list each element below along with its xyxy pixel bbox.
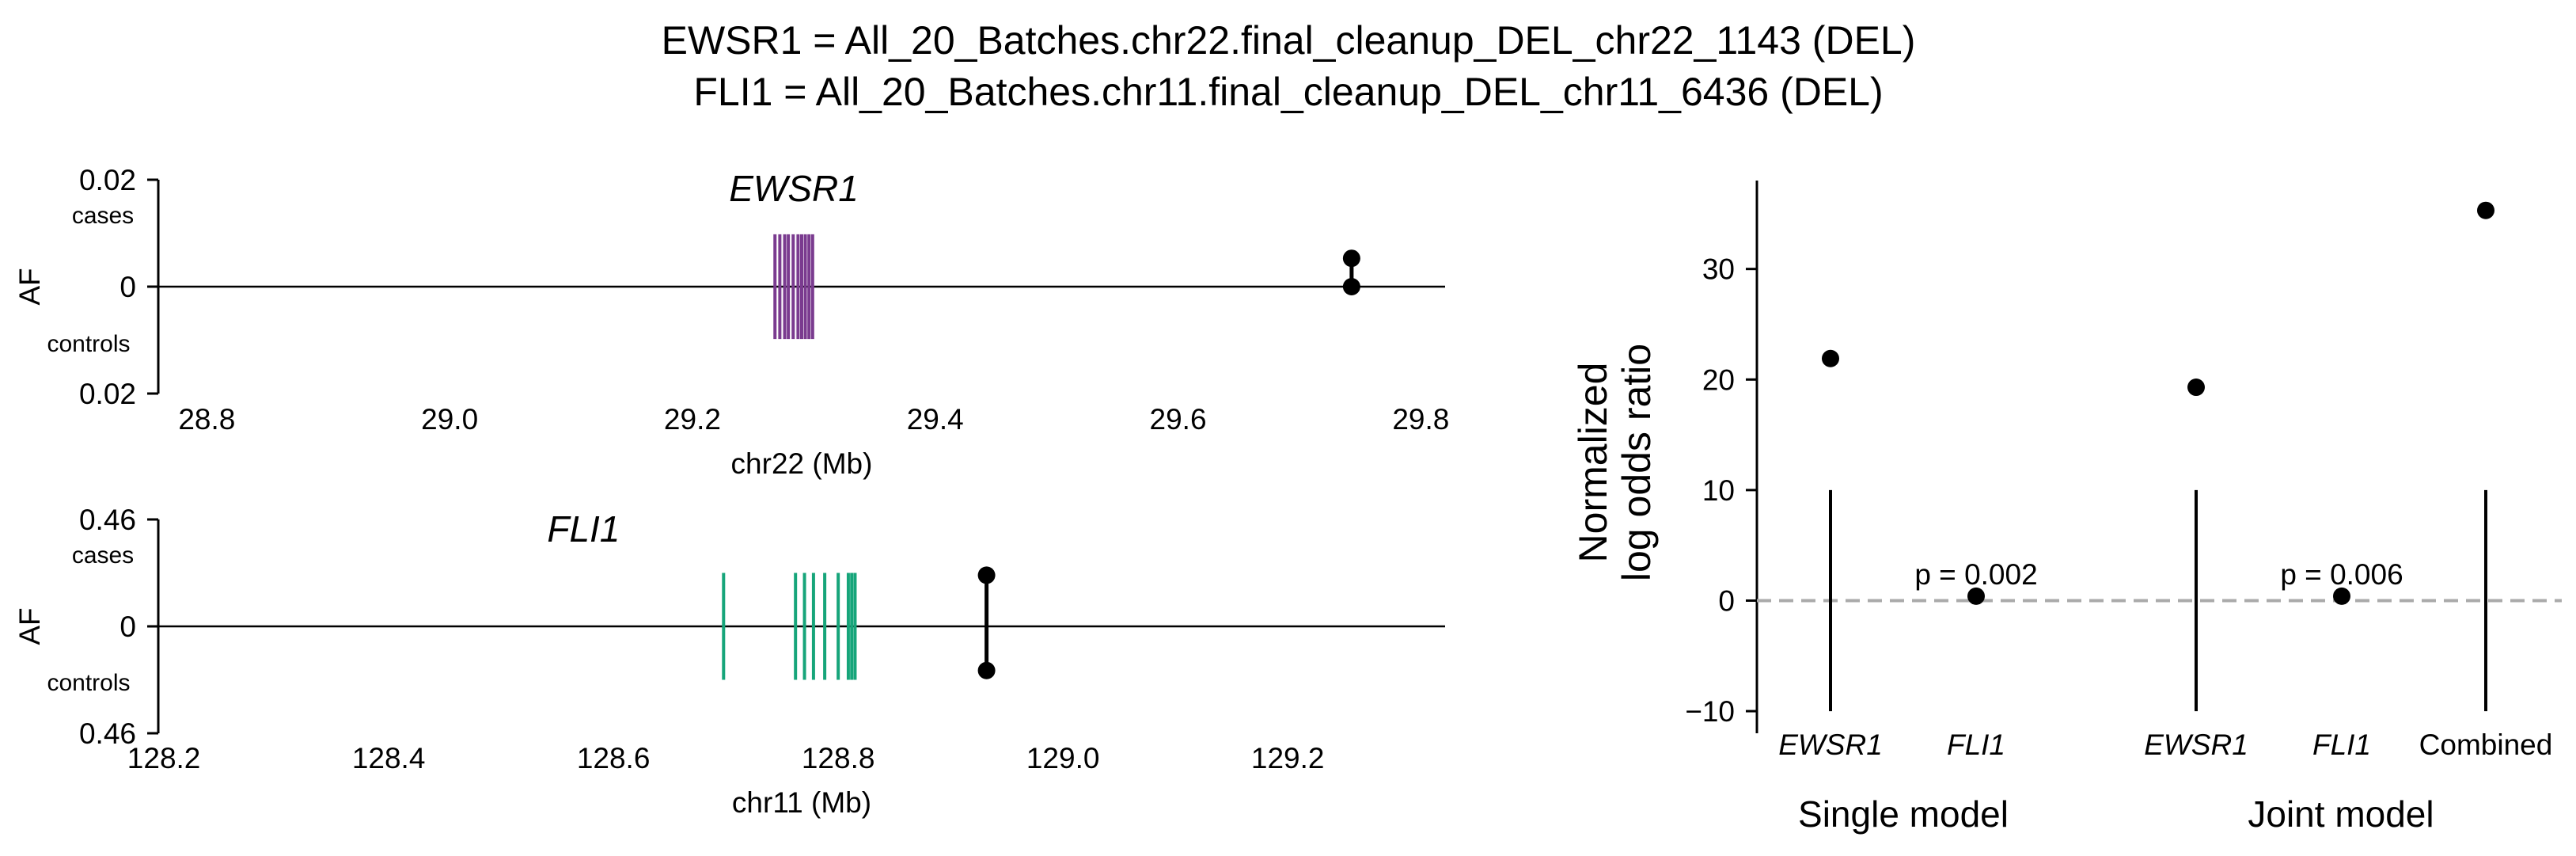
title-line-1: EWSR1 = All_20_Batches.chr22.final_clean…	[662, 18, 1916, 63]
cases-label: cases	[72, 203, 134, 229]
x-tick-label: 128.4	[352, 742, 426, 774]
y-tick-label: 0	[120, 271, 136, 303]
category-label: FLI1	[1947, 729, 2005, 761]
x-axis-label: chr22 (Mb)	[731, 447, 873, 480]
group-label: Joint model	[2248, 793, 2434, 835]
y-tick-label: −10	[1685, 695, 1735, 728]
title-line-2: FLI1 = All_20_Batches.chr11.final_cleanu…	[693, 70, 1883, 114]
y-tick-label: 10	[1702, 474, 1735, 507]
y-tick-label: 30	[1702, 253, 1735, 286]
p-value-label: p = 0.006	[2280, 558, 2403, 591]
x-tick-label: 29.0	[421, 403, 478, 436]
category-label: Combined	[2419, 729, 2553, 761]
odds-ratio-point	[1967, 587, 1985, 605]
y-axis-label-line-1: Normalized	[1571, 363, 1615, 563]
x-tick-label: 29.8	[1392, 403, 1449, 436]
y-tick-label: 0.02	[79, 378, 136, 410]
y-tick-label: 0.46	[79, 504, 136, 536]
variant-cases-point	[1342, 249, 1360, 268]
x-axis-label: chr11 (Mb)	[732, 786, 871, 819]
gene-name-label: EWSR1	[729, 168, 859, 209]
x-tick-label: 28.8	[178, 403, 235, 436]
p-value-label: p = 0.002	[1914, 558, 2037, 591]
gene-name-label: FLI1	[547, 508, 620, 550]
y-axis-label-line-2: log odds ratio	[1614, 344, 1659, 581]
variant-controls-point	[977, 661, 996, 679]
controls-label: controls	[47, 331, 130, 357]
x-tick-label: 29.6	[1150, 403, 1207, 436]
group-label: Single model	[1798, 793, 2009, 835]
y-tick-label: 0.02	[79, 164, 136, 196]
x-tick-label: 129.2	[1251, 742, 1325, 774]
odds-ratio-panel: −10 0 10 20 30 Normalized log odds ratio p = 0.…	[1571, 181, 2562, 835]
odds-ratio-point	[2477, 201, 2494, 219]
x-tick-label: 128.6	[577, 742, 651, 774]
y-tick-label: 0	[1718, 584, 1735, 617]
x-tick-label: 29.4	[907, 403, 964, 436]
x-tick-label: 128.2	[127, 742, 201, 774]
variant-controls-point	[1342, 278, 1360, 295]
y-tick-label: 20	[1702, 363, 1735, 396]
controls-label: controls	[47, 670, 130, 696]
odds-ratio-point	[2187, 379, 2205, 397]
odds-ratio-point	[2333, 587, 2350, 605]
category-label: EWSR1	[2144, 729, 2248, 761]
x-tick-label: 128.8	[802, 742, 875, 774]
cases-label: cases	[72, 542, 134, 569]
x-tick-label: 29.2	[664, 403, 721, 436]
y-tick-label: 0.46	[79, 717, 136, 750]
x-tick-label: 129.0	[1026, 742, 1100, 774]
odds-ratio-point	[1822, 349, 1839, 367]
y-axis-label: AF	[13, 607, 46, 645]
category-label: EWSR1	[1778, 729, 1883, 761]
variant-cases-point	[977, 566, 996, 584]
y-axis-label: AF	[13, 268, 46, 305]
figure-title: EWSR1 = All_20_Batches.chr22.final_clean…	[662, 18, 1916, 114]
y-tick-label: 0	[120, 611, 136, 643]
category-label: FLI1	[2312, 729, 2371, 761]
